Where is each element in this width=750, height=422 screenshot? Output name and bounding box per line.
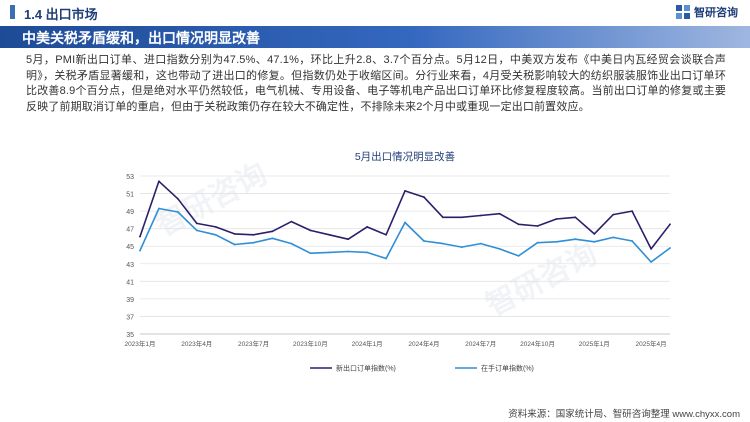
y-tick-label: 51 [126,192,134,199]
x-tick-label: 2024年10月 [520,339,555,348]
data-point-series-1 [479,214,482,217]
data-point-series-1 [536,225,539,227]
data-point-series-2 [536,241,539,244]
data-point-series-1 [366,226,369,228]
data-point-series-1 [669,223,671,226]
x-tick-label: 2023年10月 [293,339,328,348]
data-point-series-1 [328,233,331,236]
data-point-series-1 [233,233,236,235]
data-point-series-1 [650,247,652,250]
data-point-series-2 [404,221,406,224]
data-point-series-2 [328,251,331,254]
data-point-series-2 [309,252,312,255]
y-tick-label: 37 [126,314,134,321]
data-point-series-1 [385,233,387,236]
data-point-series-2 [347,250,350,253]
data-point-series-2 [441,242,444,245]
data-point-series-2 [271,237,274,240]
data-point-series-1 [252,233,255,236]
data-point-series-2 [479,242,482,245]
data-point-series-1 [498,212,501,215]
y-tick-label: 47 [126,227,134,234]
data-point-series-2 [233,243,236,246]
data-point-series-2 [631,240,634,242]
chart-container: 5月出口情况明显改善 35 37 39 41 43 45 47 49 51 53 2023年1月 202… [80,146,680,378]
x-tick-label: 2023年1月 [124,339,155,348]
x-tick-label: 2025年4月 [636,339,667,348]
y-tick-label: 49 [126,209,134,216]
data-point-series-1 [460,216,463,219]
data-point-series-2 [574,238,577,241]
data-point-series-1 [309,229,312,232]
data-point-series-2 [669,247,671,249]
data-point-series-1 [290,220,293,223]
data-point-series-1 [404,190,406,192]
data-point-series-1 [517,223,520,226]
x-tick-label: 2023年4月 [181,339,212,348]
x-tick-label: 2024年4月 [408,339,439,348]
data-point-series-2 [460,246,463,248]
brand-logo-icon [676,5,690,19]
legend-label-2: 在手订单指数(%) [481,364,534,373]
data-point-series-2 [158,207,160,210]
y-tick-label: 53 [126,174,134,181]
data-point-series-2 [498,247,501,250]
headline-bar: 中美关税矛盾缓和，出口情况明显改善 [0,26,750,48]
section-title: 1.4 出口市场 [24,7,98,22]
data-point-series-1 [423,196,425,198]
section-marker [10,5,15,19]
data-point-series-1 [271,230,274,233]
data-point-series-2 [555,240,558,243]
chart-title: 5月出口情况明显改善 [355,150,455,163]
data-point-series-1 [441,216,444,219]
data-point-series-2 [214,233,217,236]
x-tick-label: 2023年7月 [238,339,269,348]
data-point-series-2 [176,211,179,213]
x-tick-label: 2024年1月 [352,339,383,348]
data-point-series-1 [593,233,596,235]
line-chart: 5月出口情况明显改善 35 37 39 41 43 45 47 49 51 53 2023年1月 202… [124,150,671,373]
data-point-series-1 [574,216,577,219]
x-tick-label: 2025年1月 [579,339,610,348]
y-tick-label: 35 [126,332,134,339]
data-point-series-2 [290,242,293,245]
brand-name: 智研咨询 [694,7,738,19]
y-tick-label: 43 [126,262,134,269]
data-point-series-2 [517,254,520,257]
data-point-series-2 [423,240,425,242]
data-point-series-2 [593,240,596,243]
footer-source: 资料来源：国家统计局、智研咨询整理 www.chyxx.com [508,409,740,420]
legend-label-1: 新出口订单指数(%) [336,364,396,373]
data-point-series-1 [139,235,141,238]
series-line-2 [139,207,671,263]
y-tick-label: 45 [126,244,134,251]
data-point-series-1 [555,218,558,220]
headline: 中美关税矛盾缓和，出口情况明显改善 [22,30,260,46]
data-point-series-2 [139,249,141,252]
data-point-series-1 [158,180,160,183]
x-tick-label: 2024年7月 [465,339,496,348]
y-tick-label: 41 [126,279,134,286]
data-point-series-2 [195,229,198,232]
body-paragraph: 5月，PMI新出口订单、进口指数分别为47.5%、47.1%，环比上升2.8、3… [26,54,726,113]
data-point-series-1 [195,222,198,225]
data-point-series-1 [631,210,634,213]
data-point-series-2 [650,261,652,263]
data-point-series-2 [385,257,387,260]
data-point-series-2 [612,236,615,239]
data-point-series-1 [347,238,350,241]
data-point-series-2 [366,251,369,254]
data-point-series-1 [612,213,615,216]
data-point-series-1 [176,197,179,200]
y-tick-label: 39 [126,297,134,304]
data-point-series-1 [214,226,217,228]
brand: 智研咨询 [676,4,738,20]
data-point-series-2 [252,241,255,244]
top-bar: 1.4 出口市场 智研咨询 [0,0,750,24]
